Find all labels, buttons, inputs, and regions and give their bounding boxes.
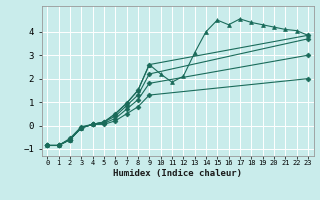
X-axis label: Humidex (Indice chaleur): Humidex (Indice chaleur)	[113, 169, 242, 178]
